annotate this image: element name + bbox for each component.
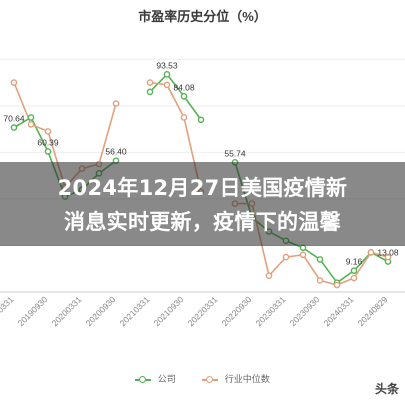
- data-point-series-1: [316, 277, 324, 284]
- chart-title: 市盈率历史分位（%）: [138, 9, 267, 24]
- data-point-series-0: [146, 88, 154, 96]
- data-label: 93.53: [156, 60, 178, 70]
- data-label: 55.74: [224, 148, 246, 158]
- x-tick-label: 20200930: [84, 294, 118, 328]
- series-line-0: [149, 73, 202, 121]
- x-tick-label: 20240829: [356, 294, 390, 328]
- data-point-series-0: [350, 267, 358, 274]
- data-point-series-1: [265, 272, 273, 280]
- headline-line-2: 消息实时更新，疫情下的温馨: [64, 210, 341, 234]
- data-point-series-1: [384, 253, 392, 261]
- data-label: 60.39: [37, 137, 59, 147]
- data-label: 56.40: [105, 147, 127, 157]
- data-point-series-1: [282, 253, 290, 261]
- data-point-series-1: [333, 281, 341, 289]
- legend-label-industry-median: 行业中位数: [224, 374, 270, 384]
- legend-label-company: 公司: [157, 374, 176, 384]
- data-point-series-1: [146, 79, 154, 86]
- legend: 公司 行业中位数: [0, 372, 405, 385]
- series-line-1: [149, 81, 202, 193]
- data-label: 13.08: [377, 248, 399, 258]
- x-tick-label: 20210331: [118, 294, 152, 328]
- data-point-series-0: [10, 124, 18, 131]
- data-label: 9.16: [346, 257, 363, 267]
- data-point-series-0: [44, 148, 52, 155]
- data-point-series-1: [180, 114, 188, 121]
- data-point-series-0: [27, 114, 35, 121]
- x-tick-label: 20190331: [0, 294, 16, 328]
- data-label: 84.08: [173, 82, 195, 92]
- data-label: 70.64: [3, 114, 25, 124]
- data-point-series-1: [299, 251, 307, 259]
- headline-line-1: 2024年12月27日美国疫情新: [57, 176, 348, 200]
- data-point-series-1: [10, 79, 18, 86]
- data-point-series-1: [27, 121, 35, 128]
- data-point-series-1: [367, 249, 375, 256]
- x-tick-label: 20210930: [152, 294, 186, 328]
- x-tick-label: 20220331: [186, 294, 220, 328]
- x-tick-label: 20230331: [254, 294, 288, 328]
- data-point-series-0: [180, 93, 188, 100]
- data-point-series-0: [197, 116, 205, 124]
- x-tick-label: 20230930: [288, 294, 322, 328]
- legend-swatch-industry-median: [202, 375, 219, 384]
- x-tick-label: 20190930: [16, 294, 50, 328]
- data-point-series-1: [44, 128, 52, 135]
- data-point-series-1: [112, 100, 120, 107]
- x-tick-label: 20220930: [220, 294, 254, 328]
- legend-item-industry-median[interactable]: 行业中位数: [202, 372, 270, 385]
- x-tick-labels: 20190331 20190930 20200331 20200930 20210331…: [0, 294, 390, 328]
- data-point-series-1: [350, 274, 358, 282]
- x-tick-label: 20200331: [50, 294, 84, 328]
- headline-overlay: [0, 162, 405, 246]
- data-point-series-0: [316, 256, 324, 263]
- legend-item-company[interactable]: 公司: [135, 372, 176, 385]
- data-labels: 70.64 60.39 56.40 93.53 84.08 55.74 9.16 13.08: [3, 60, 399, 266]
- legend-swatch-company: [135, 375, 152, 384]
- data-point-series-1: [163, 81, 171, 89]
- data-point-series-0: [163, 71, 171, 78]
- watermark-logo: 头条: [374, 382, 399, 396]
- x-tick-label: 20240331: [322, 294, 356, 328]
